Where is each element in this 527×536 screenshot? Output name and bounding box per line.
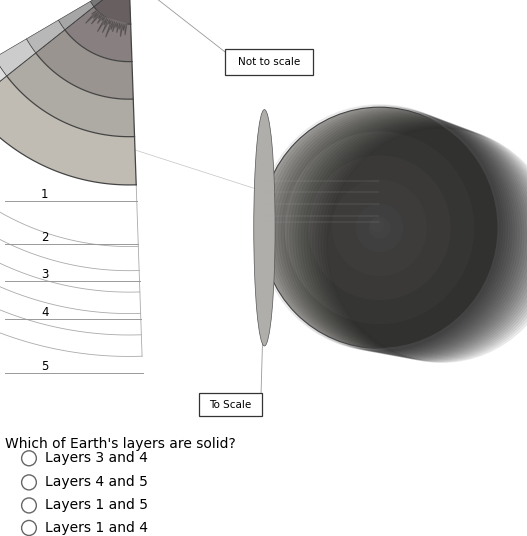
Ellipse shape xyxy=(260,181,269,275)
Circle shape xyxy=(332,180,427,276)
Circle shape xyxy=(369,217,390,239)
Circle shape xyxy=(313,123,527,360)
Circle shape xyxy=(278,111,517,354)
Circle shape xyxy=(327,128,527,362)
Polygon shape xyxy=(0,39,36,76)
Ellipse shape xyxy=(256,133,273,322)
Ellipse shape xyxy=(264,217,266,239)
Circle shape xyxy=(258,105,501,351)
Text: Which of Earth's layers are solid?: Which of Earth's layers are solid? xyxy=(5,437,236,451)
Text: Not to scale: Not to scale xyxy=(238,57,300,66)
Ellipse shape xyxy=(253,110,275,346)
Circle shape xyxy=(370,218,384,233)
Circle shape xyxy=(292,116,527,356)
Polygon shape xyxy=(65,6,132,62)
FancyBboxPatch shape xyxy=(199,393,262,416)
Polygon shape xyxy=(86,10,127,37)
Polygon shape xyxy=(94,0,131,24)
Circle shape xyxy=(273,110,512,353)
Text: 2: 2 xyxy=(41,231,48,244)
Circle shape xyxy=(285,131,474,324)
Text: Layers 1 and 5: Layers 1 and 5 xyxy=(45,498,148,512)
Circle shape xyxy=(284,114,522,355)
Circle shape xyxy=(304,120,527,359)
Polygon shape xyxy=(90,0,129,6)
Circle shape xyxy=(276,110,514,354)
Text: Layers 3 and 4: Layers 3 and 4 xyxy=(45,451,148,465)
Text: 1: 1 xyxy=(41,188,48,201)
Polygon shape xyxy=(0,76,136,185)
Circle shape xyxy=(281,113,519,355)
Circle shape xyxy=(310,122,527,360)
Circle shape xyxy=(270,109,510,353)
Circle shape xyxy=(296,117,527,357)
Circle shape xyxy=(301,120,527,358)
Circle shape xyxy=(290,115,526,356)
Text: 4: 4 xyxy=(41,306,48,319)
Text: Layers 4 and 5: Layers 4 and 5 xyxy=(45,475,148,489)
Text: To Scale: To Scale xyxy=(209,400,252,410)
Circle shape xyxy=(287,115,524,356)
Polygon shape xyxy=(26,20,65,53)
Circle shape xyxy=(318,125,527,361)
Text: Layers 1 and 4: Layers 1 and 4 xyxy=(45,521,148,535)
Circle shape xyxy=(261,106,503,351)
Circle shape xyxy=(356,204,403,252)
Text: 5: 5 xyxy=(41,360,48,373)
Polygon shape xyxy=(7,53,134,137)
Circle shape xyxy=(308,155,451,300)
Circle shape xyxy=(267,108,508,352)
Circle shape xyxy=(321,126,527,361)
Text: 3: 3 xyxy=(41,269,48,281)
Polygon shape xyxy=(94,0,131,24)
Circle shape xyxy=(315,124,527,361)
FancyBboxPatch shape xyxy=(225,49,313,75)
Circle shape xyxy=(298,118,527,358)
Polygon shape xyxy=(0,57,7,106)
Polygon shape xyxy=(36,29,133,99)
Circle shape xyxy=(261,107,498,348)
Polygon shape xyxy=(58,1,94,29)
Ellipse shape xyxy=(262,204,267,251)
Circle shape xyxy=(324,127,527,362)
Ellipse shape xyxy=(258,157,271,299)
Circle shape xyxy=(264,107,505,352)
Circle shape xyxy=(307,121,527,359)
